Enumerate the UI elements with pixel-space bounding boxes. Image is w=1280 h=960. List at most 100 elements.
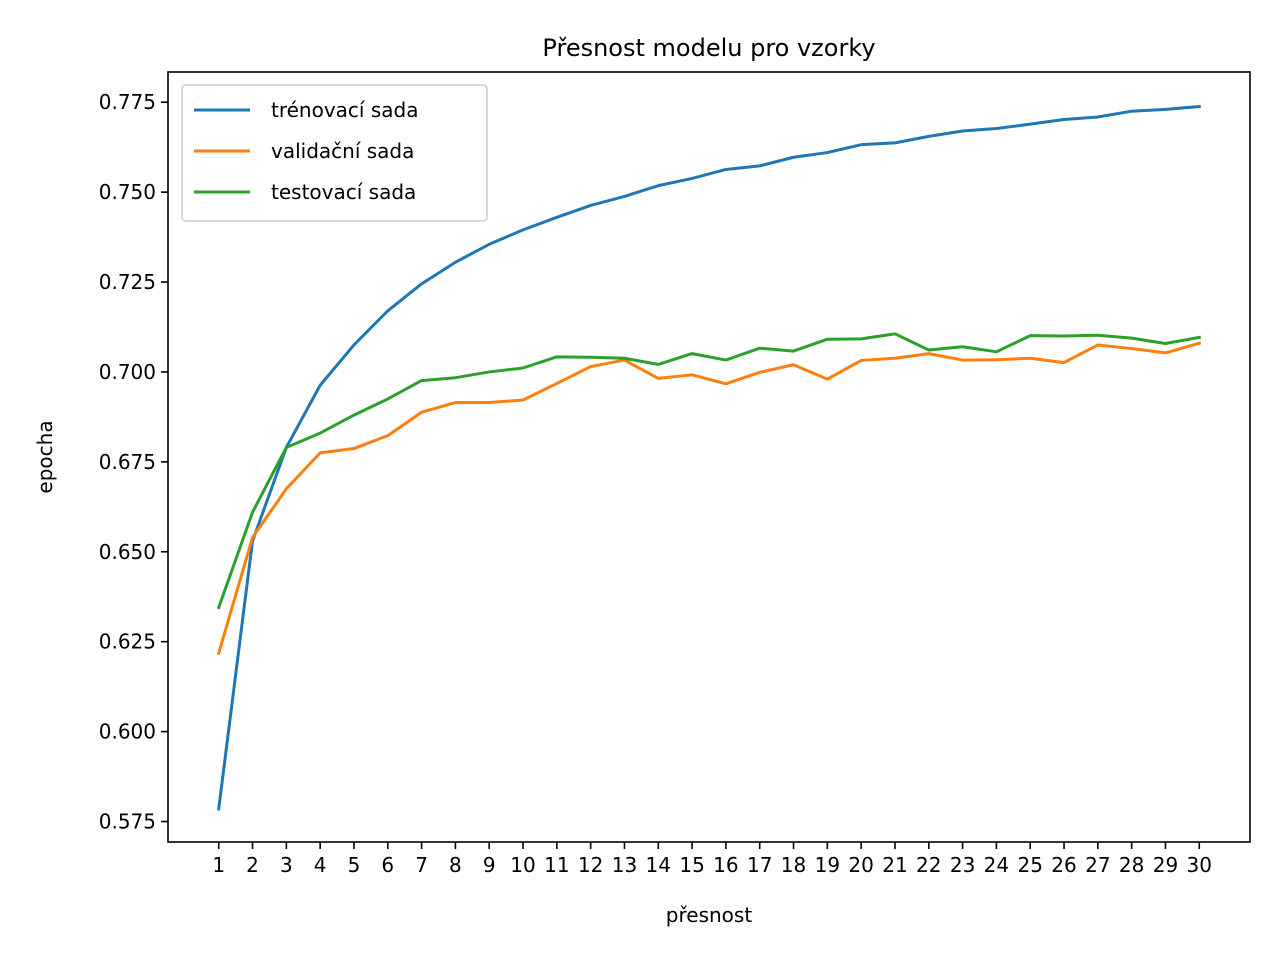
- x-tick-label: 21: [882, 853, 907, 877]
- data-point: [758, 371, 761, 374]
- plot-frame: [167, 71, 1251, 843]
- data-point: [1096, 343, 1099, 346]
- x-tick-label: 16: [713, 853, 738, 877]
- x-tick-label: 10: [510, 853, 535, 877]
- x-tick-label: 8: [449, 853, 462, 877]
- data-point: [555, 382, 558, 385]
- data-point: [454, 261, 457, 264]
- legend: trénovací sada validační sada testovací sa…: [181, 84, 488, 222]
- x-tick-label: 11: [544, 853, 569, 877]
- x-tick-label: 18: [781, 853, 806, 877]
- data-point: [420, 282, 423, 285]
- data-point: [522, 398, 525, 401]
- series-line-1: [217, 104, 1201, 811]
- y-tick-label: 0.750: [99, 180, 156, 204]
- data-point: [352, 414, 355, 417]
- legend-label: trénovací sada: [271, 98, 418, 122]
- y-tick-label: 0.775: [99, 90, 156, 114]
- series-line-3: [216, 332, 1202, 610]
- x-tick-label: 9: [483, 853, 496, 877]
- data-point: [1130, 110, 1133, 113]
- x-tick-label: 25: [1017, 853, 1042, 877]
- data-point: [251, 511, 254, 514]
- y-axis-label: epocha: [33, 420, 57, 493]
- data-point: [589, 356, 592, 359]
- x-tick-label: 7: [415, 853, 428, 877]
- data-point: [826, 151, 829, 154]
- data-point: [826, 378, 829, 381]
- x-tick-label: 13: [612, 853, 637, 877]
- data-point: [691, 352, 694, 355]
- y-tick-label: 0.600: [99, 720, 156, 744]
- data-point: [792, 363, 795, 366]
- series-2: [216, 341, 1202, 656]
- x-tick-label: 28: [1119, 853, 1144, 877]
- data-point: [1029, 334, 1032, 337]
- data-point: [1198, 342, 1201, 345]
- data-point: [522, 366, 525, 369]
- data-point: [555, 355, 558, 358]
- x-tick-label: 27: [1085, 853, 1110, 877]
- data-point: [691, 177, 694, 180]
- y-tick-label: 0.700: [99, 360, 156, 384]
- data-point: [251, 536, 254, 539]
- data-point: [352, 343, 355, 346]
- legend-label: validační sada: [271, 139, 414, 163]
- x-tick-label: 2: [246, 853, 259, 877]
- data-point: [285, 487, 288, 490]
- x-tick-label: 22: [916, 853, 941, 877]
- data-point: [420, 411, 423, 414]
- series-line-2: [216, 341, 1202, 656]
- data-point: [1164, 108, 1167, 111]
- data-point: [420, 379, 423, 382]
- data-point: [893, 141, 896, 144]
- data-point: [488, 243, 491, 246]
- data-point: [1029, 357, 1032, 360]
- data-point: [657, 184, 660, 187]
- x-tick-label: 6: [381, 853, 394, 877]
- legend-box: [181, 84, 488, 222]
- data-point: [217, 652, 220, 655]
- data-point: [995, 358, 998, 361]
- data-point: [488, 401, 491, 404]
- data-point: [995, 350, 998, 353]
- data-point: [893, 332, 896, 335]
- data-point: [1096, 115, 1099, 118]
- data-point: [792, 156, 795, 159]
- x-tick-label: 14: [646, 853, 671, 877]
- x-tick-label: 12: [578, 853, 603, 877]
- data-point: [386, 309, 389, 312]
- data-point: [995, 127, 998, 130]
- series-1: [217, 104, 1201, 811]
- x-tick-label: 1: [212, 853, 225, 877]
- data-point: [1198, 105, 1201, 108]
- x-tick-label: 26: [1051, 853, 1076, 877]
- data-point: [657, 363, 660, 366]
- x-tick-label: 29: [1153, 853, 1178, 877]
- data-point: [555, 216, 558, 219]
- series-layer: [216, 104, 1202, 811]
- x-tick-label: 3: [280, 853, 293, 877]
- data-point: [860, 359, 863, 362]
- data-point: [860, 143, 863, 146]
- x-tick-label: 17: [747, 853, 772, 877]
- data-point: [758, 164, 761, 167]
- data-point: [927, 349, 930, 352]
- x-tick-label: 23: [950, 853, 975, 877]
- data-point: [961, 359, 964, 362]
- data-point: [691, 373, 694, 376]
- data-point: [1130, 347, 1133, 350]
- x-tick-label: 20: [848, 853, 873, 877]
- data-point: [589, 365, 592, 368]
- data-point: [1096, 334, 1099, 337]
- data-point: [724, 382, 727, 385]
- data-point: [217, 606, 220, 609]
- data-point: [1063, 361, 1066, 364]
- data-point: [1198, 336, 1201, 339]
- data-point: [792, 350, 795, 353]
- data-point: [454, 401, 457, 404]
- data-point: [758, 347, 761, 350]
- data-point: [893, 357, 896, 360]
- data-point: [961, 129, 964, 132]
